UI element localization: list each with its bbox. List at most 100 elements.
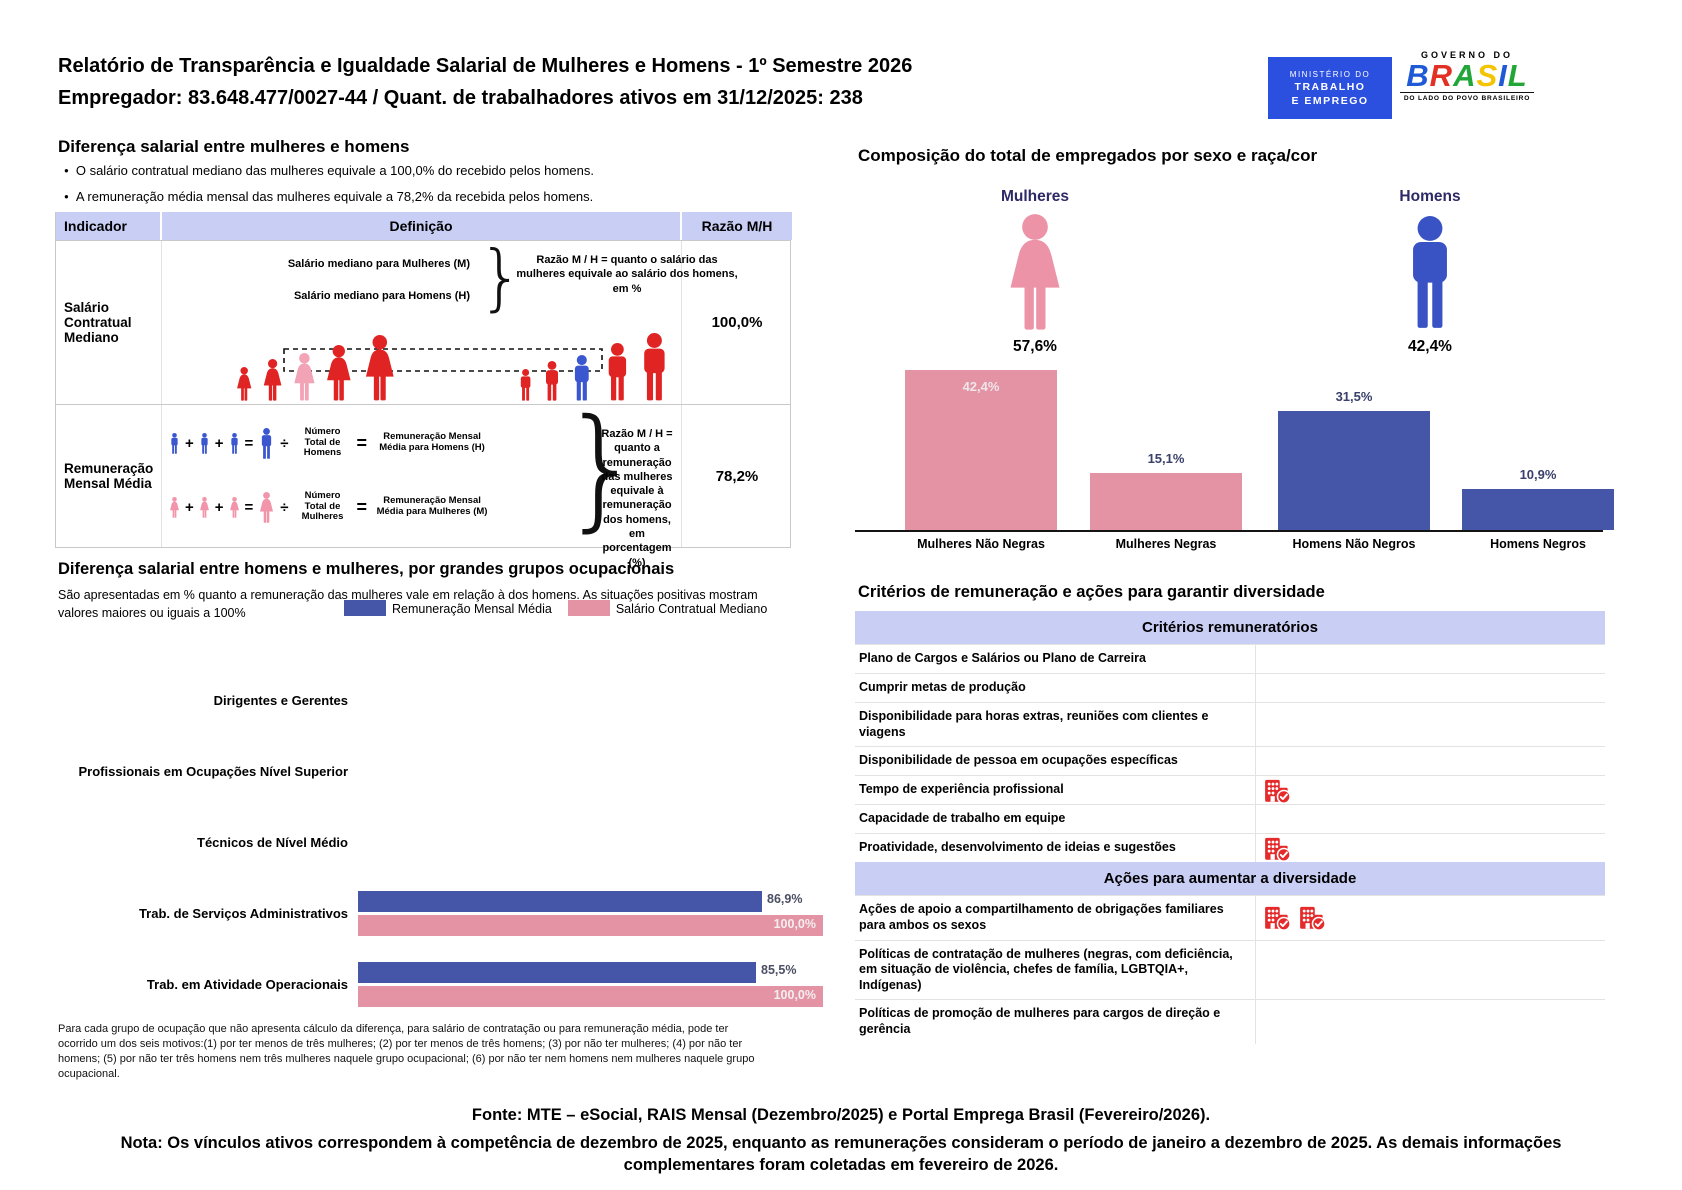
criteria-icons-cell (1255, 940, 1605, 1000)
mte-logo-line3: E EMPREGO (1291, 94, 1369, 107)
criteria-icons-cell (1255, 674, 1605, 702)
occ-bar-group: 86,9% 100,0% (358, 891, 823, 936)
occ-category-label: Dirigentes e Gerentes (213, 693, 348, 708)
occ-category-label: Trab. em Atividade Operacionais (146, 977, 348, 992)
man-figure-icon-large (262, 427, 272, 459)
composition-bar-chart: 42,4% 15,1% 31,5% 10,9% (855, 364, 1614, 532)
table-row-median-salary: Salário Contratual Mediano Salário media… (56, 235, 790, 404)
divide-sign: ÷ (280, 434, 289, 452)
median-ratio-note: Razão M / H = quanto o salário das mulhe… (516, 254, 738, 295)
women-formula: + + = ÷ Número Total de Mulheres = Remun… (168, 475, 566, 539)
occupational-footnote: Para cada grupo de ocupação que não apre… (58, 1023, 755, 1080)
bar-mulheres-negras: 15,1% (1090, 451, 1242, 530)
bar-mulheres-nao-negras: 42,4% (905, 370, 1057, 530)
criteria-row: Políticas de contratação de mulheres (ne… (855, 939, 1605, 1000)
equals-sign: = (244, 434, 254, 452)
criteria-table: Critérios remuneratórios Plano de Cargos… (855, 611, 1605, 1044)
woman-figure-icon-big (1010, 214, 1060, 330)
col-definicao: Definição (162, 212, 682, 240)
bar-remuneracao-media: 85,5% (358, 962, 796, 983)
occ-bar-group: 85,5% 100,0% (358, 962, 823, 1007)
men-divisor-label: Número Total de Homens (303, 425, 342, 459)
criteria-label: Plano de Cargos e Salários ou Plano de C… (859, 651, 1146, 665)
criteria-label: Políticas de promoção de mulheres para c… (859, 1006, 1221, 1036)
occ-row: Dirigentes e Gerentes (58, 665, 842, 736)
gov-logo-tagline: DO LADO DO POVO BRASILEIRO (1400, 92, 1534, 102)
occ-row: Profissionais em Ocupações Nível Superio… (58, 736, 842, 807)
indicator-name: Remuneração Mensal Média (56, 405, 162, 547)
bullet-median-salary: O salário contratual mediano das mulhere… (64, 163, 594, 178)
occ-category-label: Técnicos de Nível Médio (197, 835, 348, 850)
occ-row: Técnicos de Nível Médio (58, 807, 842, 878)
bar-homens-nao-negros: 31,5% (1278, 389, 1430, 530)
equals-sign: = (244, 498, 254, 516)
col-razao: Razão M/H (682, 212, 792, 240)
composition-heading: Composição do total de empregados por se… (858, 146, 1318, 165)
criteria-label: Políticas de contratação de mulheres (ne… (859, 946, 1233, 992)
mte-logo: MINISTÉRIO DO TRABALHO E EMPREGO (1268, 57, 1392, 119)
equals-sign: = (356, 432, 368, 453)
criteria-icons-cell (1255, 834, 1605, 863)
men-total-pct: 42,4% (1408, 338, 1452, 355)
category-label: Mulheres Negras (1115, 537, 1217, 551)
table-row-mean-remuneration: Remuneração Mensal Média + + = ÷ Número … (56, 391, 790, 569)
bar-value-label: 31,5% (1335, 389, 1373, 404)
criteria-row: Disponibilidade de pessoa em ocupações e… (855, 746, 1605, 776)
woman-figure-icon-large (260, 491, 274, 523)
category-label: Homens Não Negros (1292, 537, 1416, 551)
indicator-name: Salário Contratual Mediano (56, 241, 162, 404)
women-result-label: Remuneração Mensal Média para Mulheres (… (376, 495, 488, 517)
mte-logo-line1: MINISTÉRIO DO (1289, 69, 1371, 79)
salary-gap-bullets: O salário contratual mediano das mulhere… (64, 163, 594, 215)
bar-value-label: 42,4% (962, 379, 1000, 394)
category-label: Mulheres Não Negras (917, 537, 1045, 551)
criteria-section-diversidade: Ações para aumentar a diversidade (855, 862, 1605, 896)
salary-gap-heading: Diferença salarial entre mulheres e home… (58, 137, 410, 156)
plus-sign: + (185, 498, 194, 516)
men-group-label: Homens (1399, 188, 1461, 205)
median-salary-definition: Salário mediano para Mulheres (M) Salári… (162, 235, 738, 404)
man-figure-icon (230, 432, 238, 454)
men-formula: + + = ÷ Número Total de Homens = Remuner… (168, 411, 566, 475)
footer-note: Nota: Os vínculos ativos correspondem à … (120, 1134, 1562, 1175)
occ-category-label: Trab. de Serviços Administrativos (138, 906, 348, 921)
occupational-heading: Diferença salarial entre homens e mulher… (58, 560, 675, 578)
median-women-label: Salário mediano para Mulheres (M) (287, 258, 470, 270)
criteria-row: Proatividade, desenvolvimento de ideias … (855, 833, 1605, 863)
criteria-icons-cell (1255, 1000, 1605, 1044)
mte-logo-line2: TRABALHO (1294, 80, 1366, 93)
bar-value-label: 15,1% (1147, 451, 1185, 466)
occ-row: Trab. de Serviços Administrativos 86,9% … (58, 878, 842, 949)
occ-row: Trab. em Atividade Operacionais 85,5% 10… (58, 949, 842, 1020)
occupational-subtitle: São apresentadas em % quanto a remuneraç… (58, 588, 758, 621)
woman-figure-icon (199, 496, 209, 518)
median-men-label: Salário mediano para Homens (H) (293, 290, 470, 302)
legend-swatch-pink (567, 600, 610, 616)
col-indicador: Indicador (56, 212, 162, 240)
criteria-label: Ações de apoio a compartilhamento de obr… (859, 902, 1224, 932)
bar-value-label: 10,9% (1519, 467, 1557, 482)
bar-remuneracao-media: 86,9% (358, 891, 802, 912)
footer-source: Fonte: MTE – eSocial, RAIS Mensal (Dezem… (471, 1106, 1211, 1124)
legend-item-blue: Remuneração Mensal Média (344, 600, 552, 616)
legend-label: Remuneração Mensal Média (392, 602, 552, 616)
legend-item-pink: Salário Contratual Mediano (567, 600, 768, 616)
gov-logo-top: GOVERNO DO (1420, 50, 1513, 60)
population-pictogram (237, 333, 665, 401)
axis-baseline (855, 530, 1603, 532)
criteria-label: Capacidade de trabalho em equipe (859, 811, 1066, 826)
plus-sign: + (185, 434, 194, 452)
mean-ratio-value: 78,2% (715, 467, 759, 485)
woman-figure-icon (229, 496, 239, 518)
criteria-section-remuneratorios: Critérios remuneratórios (855, 611, 1605, 644)
criteria-row: Cumprir metas de produção (855, 673, 1605, 702)
bar-value-label: 100,0% (773, 917, 816, 931)
median-ratio-value: 100,0% (711, 314, 763, 331)
women-divisor-label: Número Total de Mulheres (301, 489, 344, 523)
legend-label: Salário Contratual Mediano (615, 602, 768, 616)
criteria-label: Tempo de experiência profissional (859, 782, 1064, 797)
criteria-icons-cell (1255, 645, 1605, 673)
criteria-icons-cell (1255, 747, 1605, 776)
mean-formulas: + + = ÷ Número Total de Homens = Remuner… (168, 411, 566, 539)
